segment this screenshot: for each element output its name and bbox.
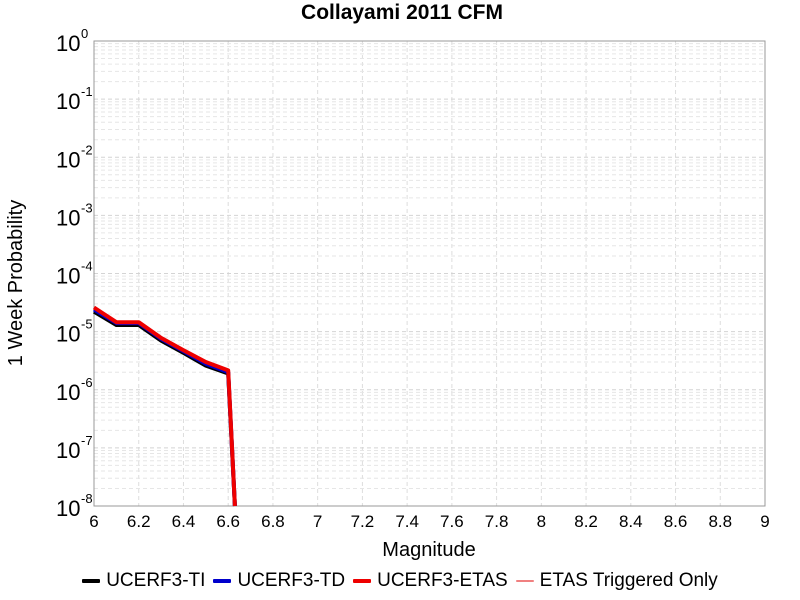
legend-swatch <box>213 579 232 583</box>
y-tick-base: 10 <box>56 89 80 114</box>
y-tick-base: 10 <box>56 264 80 289</box>
x-tick-label: 6.2 <box>127 512 151 531</box>
x-tick-label: 8.2 <box>574 512 598 531</box>
y-tick-label: 10 -2 <box>56 142 93 172</box>
x-tick-label: 8.4 <box>619 512 643 531</box>
y-tick-base: 10 <box>56 496 80 521</box>
y-tick-exponent: 0 <box>81 26 88 41</box>
y-tick-exponent: -7 <box>81 433 93 448</box>
y-tick-label: 10 -4 <box>56 259 93 289</box>
y-tick-exponent: -1 <box>81 84 93 99</box>
y-tick-label: 10 -1 <box>56 84 93 114</box>
y-tick-exponent: -4 <box>81 259 93 274</box>
x-tick-label: 6.4 <box>172 512 196 531</box>
y-tick-exponent: -3 <box>81 200 93 215</box>
series-line-2 <box>92 305 237 507</box>
legend-label: ETAS Triggered Only <box>539 570 718 591</box>
x-tick-label: 7.6 <box>440 512 464 531</box>
legend-swatch <box>353 579 372 583</box>
y-tick-label: 10 -5 <box>56 317 93 347</box>
chart-title: Collayami 2011 CFM <box>301 1 503 24</box>
legend-swatch <box>82 579 101 583</box>
y-tick-base: 10 <box>56 205 80 230</box>
x-tick-label: 6.6 <box>216 512 240 531</box>
y-tick-base: 10 <box>56 438 80 463</box>
legend-item: ETAS Triggered Only <box>515 570 718 592</box>
x-tick-label: 7.2 <box>351 512 375 531</box>
legend: UCERF3-TI UCERF3-TD UCERF3-ETAS ETAS Trigge… <box>0 566 800 596</box>
x-tick-label: 7.4 <box>395 512 419 531</box>
legend-item: UCERF3-TD <box>213 570 345 592</box>
y-tick-base: 10 <box>56 322 80 347</box>
y-tick-base: 10 <box>56 380 80 405</box>
legend-item: UCERF3-TI <box>82 570 205 592</box>
y-tick-label: 10 -3 <box>56 200 93 230</box>
y-tick-base: 10 <box>56 147 80 172</box>
x-tick-label: 6.8 <box>261 512 285 531</box>
x-tick-label: 7.8 <box>485 512 509 531</box>
y-tick-label: 10 -7 <box>56 433 93 463</box>
x-axis-ticks: 6 6.2 6.4 6.6 6.8 7 7.2 7.4 7.6 7.8 8 8.2 8.4 8.6 8.8 9 <box>89 512 769 531</box>
y-axis-label: 1 Week Probability <box>5 200 27 366</box>
legend-label: UCERF3-TI <box>106 570 206 591</box>
y-tick-exponent: -6 <box>81 375 93 390</box>
y-tick-exponent: -8 <box>81 491 93 506</box>
plot-area <box>93 40 766 507</box>
y-tick-exponent: -2 <box>81 142 93 157</box>
legend-item: UCERF3-ETAS <box>353 570 508 592</box>
x-tick-label: 8.8 <box>708 512 732 531</box>
x-tick-label: 7 <box>313 512 322 531</box>
y-tick-base: 10 <box>56 31 80 56</box>
series-layer <box>92 305 237 507</box>
legend-label: UCERF3-TD <box>237 570 346 591</box>
x-tick-label: 9 <box>760 512 769 531</box>
legend-label: UCERF3-ETAS <box>377 570 508 591</box>
y-tick-label: 10 -6 <box>56 375 93 405</box>
x-tick-label: 8 <box>537 512 546 531</box>
y-tick-label: 10 0 <box>56 26 88 56</box>
grid <box>93 41 766 507</box>
x-tick-label: 6 <box>89 512 98 531</box>
x-axis-label: Magnitude <box>382 539 475 561</box>
legend-swatch <box>515 580 534 582</box>
y-tick-label: 10 -8 <box>56 491 93 521</box>
y-tick-exponent: -5 <box>81 317 93 332</box>
x-tick-label: 8.6 <box>664 512 688 531</box>
